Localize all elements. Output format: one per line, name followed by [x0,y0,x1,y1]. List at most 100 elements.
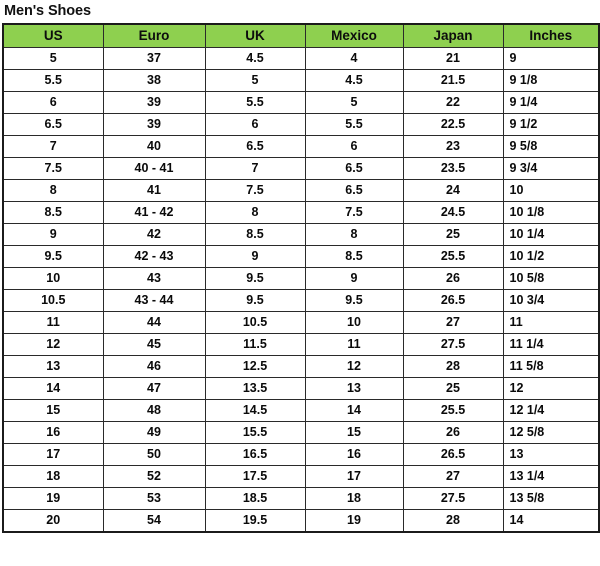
cell-japan: 26 [402,267,504,290]
cell-inches: 13 5/8 [502,487,600,510]
cell-us: 8 [2,179,104,202]
cell-us: 6.5 [2,113,104,136]
cell-inches: 9 1/2 [502,113,600,136]
table-row: 9 42 8.5 8 25 10 1/4 [2,223,600,246]
cell-uk: 11.5 [204,333,306,356]
cell-us: 18 [2,465,104,488]
table-row: 14 47 13.5 13 25 12 [2,377,600,400]
cell-us: 13 [2,355,104,378]
cell-us: 9 [2,223,104,246]
cell-euro: 43 - 44 [102,289,206,312]
cell-mexico: 9.5 [304,289,404,312]
table-row: 20 54 19.5 19 28 14 [2,509,600,533]
table-row: 13 46 12.5 12 28 11 5/8 [2,355,600,378]
cell-mexico: 11 [304,333,404,356]
cell-inches: 12 5/8 [502,421,600,444]
cell-japan: 24 [402,179,504,202]
cell-uk: 16.5 [204,443,306,466]
cell-uk: 7 [204,157,306,180]
cell-inches: 9 [502,47,600,70]
cell-uk: 12.5 [204,355,306,378]
cell-japan: 27.5 [402,487,504,510]
column-header-uk: UK [204,23,306,48]
table-row: 8 41 7.5 6.5 24 10 [2,179,600,202]
cell-uk: 5.5 [204,91,306,114]
cell-uk: 9.5 [204,289,306,312]
cell-inches: 10 1/8 [502,201,600,224]
cell-us: 11 [2,311,104,334]
table-row: 8.5 41 - 42 8 7.5 24.5 10 1/8 [2,201,600,224]
cell-japan: 28 [402,355,504,378]
size-table-container: US Euro UK Mexico Japan Inches 5 3 7 4.5 4 21… [0,23,600,533]
cell-inches: 9 1/8 [502,69,600,92]
cell-us: 19 [2,487,104,510]
cell-mexico: 5 [304,91,404,114]
cell-japan: 25.5 [402,245,504,268]
cell-us: 9.5 [2,245,104,268]
page-title: Men's Shoes [4,3,91,19]
table-row: 10 43 9.5 9 26 10 5/8 [2,267,600,290]
cell-japan: 23.5 [402,157,504,180]
cell-inches: 10 3/4 [502,289,600,312]
cell-us: 10.5 [2,289,104,312]
cell-us: 10 [2,267,104,290]
cell-inches: 11 [502,311,600,334]
cell-mexico: 4.5 [304,69,404,92]
table-row: 5.5 38 5 4.5 21.5 9 1/8 [2,69,600,92]
table-header-row: US Euro UK Mexico Japan Inches [2,23,600,48]
cell-uk: 13.5 [204,377,306,400]
table-row: 6 39 5.5 5 22 9 1/4 [2,91,600,114]
column-header-euro: Euro [102,23,206,48]
cell-euro: 53 [102,487,206,510]
cell-mexico: 9 [304,267,404,290]
cell-us: 20 [2,509,104,533]
cell-japan: 25 [402,377,504,400]
table-row: 17 50 16.5 16 26.5 13 [2,443,600,466]
table-row: 12 45 11.5 11 27.5 11 1/4 [2,333,600,356]
table-head: US Euro UK Mexico Japan Inches [2,23,600,48]
cell-uk: 19.5 [204,509,306,533]
cell-inches: 13 [502,443,600,466]
table-row: 10.5 43 - 44 9.5 9.5 26.5 10 3/4 [2,289,600,312]
cell-euro: 49 [102,421,206,444]
cell-us: 5.5 [2,69,104,92]
cell-euro: 43 [102,267,206,290]
cell-inches: 10 1/4 [502,223,600,246]
cell-us: 6 [2,91,104,114]
cell-euro: 50 [102,443,206,466]
cell-japan: 27.5 [402,333,504,356]
cell-us: 5 [2,47,104,70]
cell-us: 14 [2,377,104,400]
cell-japan: 21.5 [402,69,504,92]
cell-uk: 8.5 [204,223,306,246]
cell-mexico: 7.5 [304,201,404,224]
cell-us: 16 [2,421,104,444]
cell-inches: 11 1/4 [502,333,600,356]
cell-inches: 9 1/4 [502,91,600,114]
table-row: 6.5 39 6 5.5 22.5 9 1/2 [2,113,600,136]
column-header-us: US [2,23,104,48]
cell-uk: 14.5 [204,399,306,422]
cell-euro: 39 [102,113,206,136]
cell-japan: 22.5 [402,113,504,136]
cell-japan: 26.5 [402,443,504,466]
cell-mexico: 19 [304,509,404,533]
cell-uk: 6 [204,113,306,136]
cell-uk: 5 [204,69,306,92]
cell-inches: 12 [502,377,600,400]
cell-uk: 17.5 [204,465,306,488]
cell-japan: 27 [402,465,504,488]
cell-inches: 10 [502,179,600,202]
cell-uk: 18.5 [204,487,306,510]
cell-euro: 40 - 41 [102,157,206,180]
cell-mexico: 5.5 [304,113,404,136]
cell-inches: 9 3/4 [502,157,600,180]
shoe-size-conversion-table: US Euro UK Mexico Japan Inches 5 3 7 4.5 4 21… [2,23,600,533]
table-row: 9.5 42 - 43 9 8.5 25.5 10 1/2 [2,245,600,268]
cell-euro: 52 [102,465,206,488]
table-row: 7.5 40 - 41 7 6.5 23.5 9 3/4 [2,157,600,180]
cell-us: 12 [2,333,104,356]
cell-euro: 54 [102,509,206,533]
cell-euro: 47 [102,377,206,400]
cell-mexico: 4 [304,47,404,70]
